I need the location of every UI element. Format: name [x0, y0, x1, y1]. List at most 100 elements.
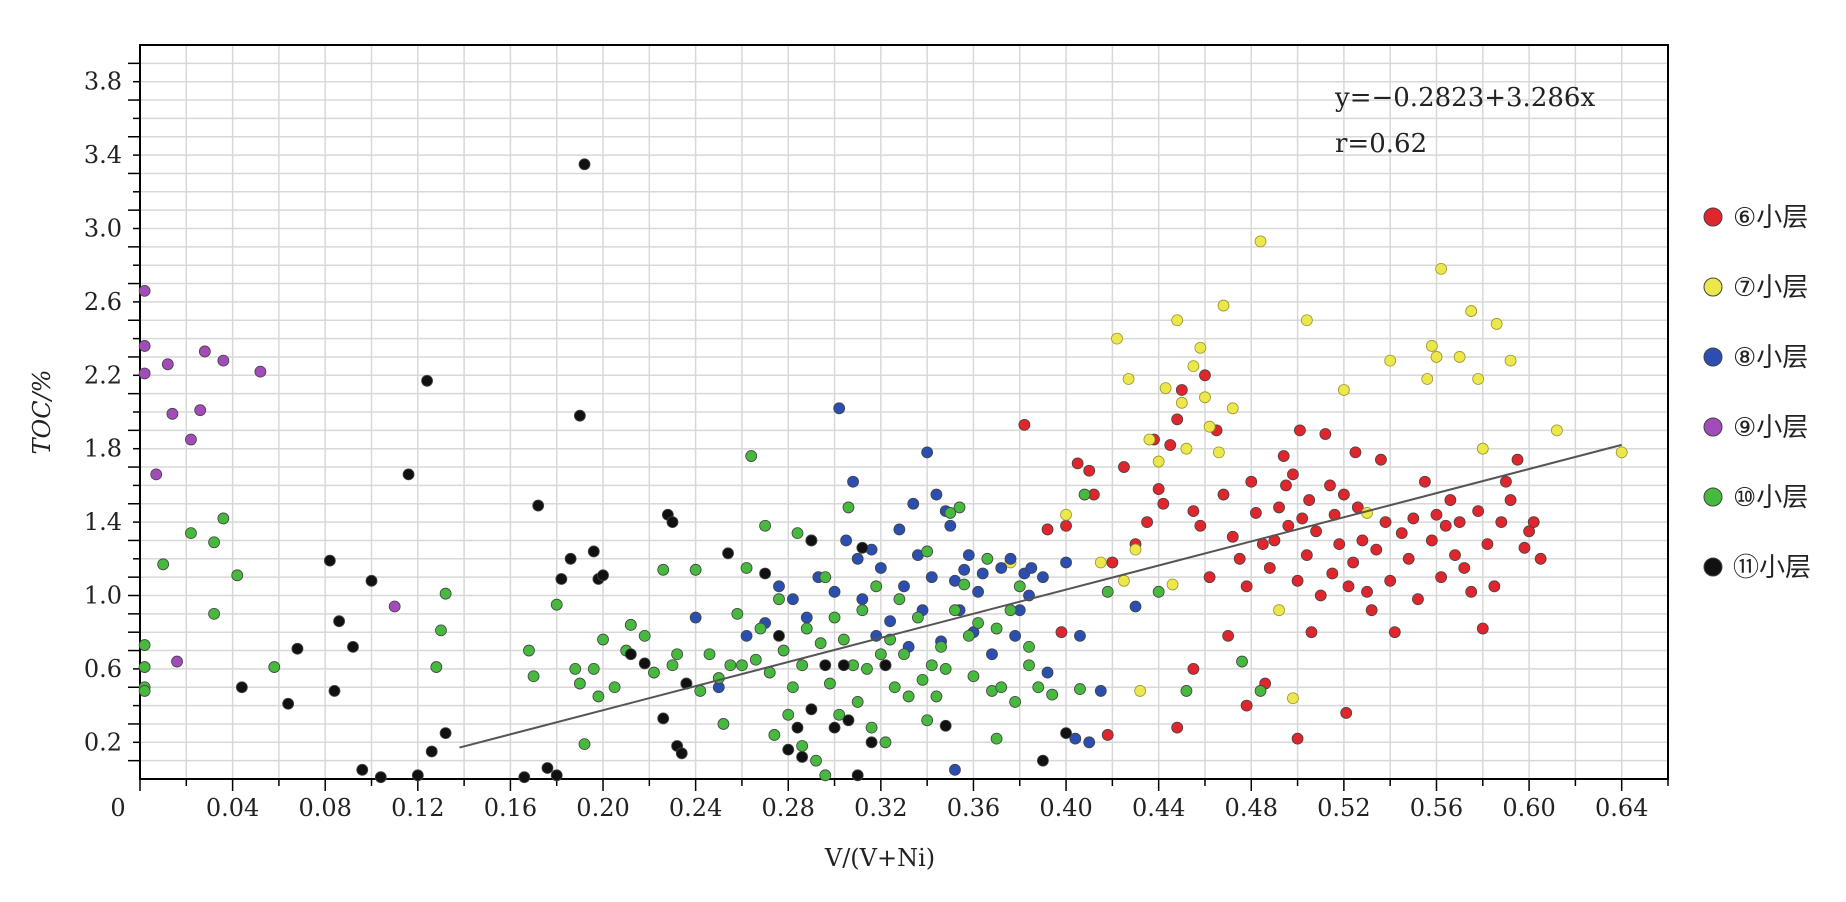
- data-point: [893, 593, 906, 606]
- data-point: [1324, 479, 1336, 492]
- data-point: [911, 611, 924, 624]
- data-point: [638, 629, 651, 642]
- data-point: [564, 552, 577, 565]
- data-point: [1476, 622, 1489, 635]
- data-point: [1472, 505, 1485, 517]
- data-point: [356, 763, 369, 776]
- x-tick-label: 0.64: [1595, 794, 1648, 822]
- data-point: [1476, 442, 1489, 455]
- data-point: [837, 659, 850, 672]
- legend-item: ⑩小层: [1703, 483, 1808, 513]
- data-point: [1222, 629, 1235, 642]
- data-point: [1250, 507, 1262, 519]
- x-tick-label: 0: [110, 794, 125, 822]
- data-point: [1490, 318, 1503, 330]
- data-point: [1009, 629, 1022, 642]
- data-point: [624, 618, 637, 631]
- data-point: [972, 617, 984, 629]
- data-point: [527, 670, 540, 683]
- x-tick-label: 0.40: [1039, 794, 1092, 822]
- data-point: [1152, 455, 1165, 468]
- data-point: [810, 754, 822, 767]
- data-point: [666, 516, 679, 528]
- data-point: [782, 708, 795, 721]
- data-point: [347, 640, 359, 653]
- data-point: [671, 648, 684, 661]
- data-point: [1465, 305, 1478, 317]
- data-point: [1071, 457, 1084, 470]
- data-point: [1134, 685, 1147, 697]
- data-point: [1083, 464, 1096, 477]
- data-point: [791, 721, 804, 734]
- data-point: [930, 690, 943, 703]
- data-point: [150, 468, 163, 481]
- data-point: [1152, 585, 1165, 598]
- data-point: [995, 681, 1008, 694]
- data-point: [740, 629, 753, 642]
- data-point: [1349, 446, 1362, 459]
- data-point: [194, 404, 207, 417]
- legend-marker: [1703, 557, 1723, 577]
- data-point: [759, 519, 771, 532]
- data-point: [323, 554, 336, 567]
- data-point: [1018, 418, 1031, 431]
- data-point: [1550, 424, 1563, 437]
- y-axis: 0.2 0.6 1.0 1.4 1.8 2.2 2.6 3.0 3.4 3.8: [84, 62, 140, 762]
- data-point: [161, 358, 174, 371]
- data-point: [421, 374, 433, 387]
- data-point: [800, 611, 813, 624]
- data-point: [1412, 593, 1424, 606]
- data-point: [1402, 552, 1415, 565]
- legend-marker: [1703, 487, 1723, 507]
- y-tick-label: 2.2: [84, 361, 122, 389]
- data-point: [1143, 433, 1156, 446]
- data-point: [1296, 512, 1309, 525]
- y-tick-label: 3.8: [84, 68, 122, 96]
- data-point: [828, 721, 841, 734]
- data-point: [814, 637, 827, 650]
- data-point: [1041, 523, 1054, 536]
- data-point: [208, 536, 220, 549]
- legend-marker: [1703, 417, 1723, 437]
- data-point: [1159, 382, 1172, 395]
- data-point: [217, 354, 230, 367]
- data-point: [1217, 299, 1230, 312]
- data-point: [1333, 538, 1346, 551]
- data-point: [138, 639, 151, 651]
- x-tick-label: 0.36: [947, 794, 1000, 822]
- data-point: [198, 345, 211, 358]
- data-point: [1055, 626, 1068, 639]
- data-point: [1425, 534, 1438, 547]
- legend-item: ⑦小层: [1703, 273, 1808, 303]
- data-point: [666, 659, 679, 672]
- data-point: [1615, 446, 1628, 459]
- data-point: [1094, 685, 1107, 697]
- data-point: [1504, 354, 1517, 367]
- data-point: [898, 648, 910, 661]
- x-tick-label: 0.32: [854, 794, 907, 822]
- data-point: [1240, 699, 1253, 712]
- data-point: [1407, 512, 1420, 525]
- data-point: [1465, 585, 1478, 598]
- data-point: [916, 674, 929, 686]
- legend-label: ⑥小层: [1733, 203, 1808, 233]
- data-point: [657, 563, 670, 576]
- data-point: [939, 719, 952, 732]
- data-point: [884, 615, 897, 628]
- data-point: [754, 622, 767, 635]
- data-point: [1435, 262, 1448, 275]
- data-point: [736, 659, 748, 672]
- data-point: [254, 365, 267, 378]
- data-point: [1060, 519, 1072, 532]
- legend-marker: [1703, 277, 1723, 297]
- data-point: [138, 367, 151, 380]
- data-point: [1347, 556, 1360, 569]
- x-tick-label: 0.08: [298, 794, 351, 822]
- data-point: [1199, 369, 1211, 382]
- data-point: [921, 545, 934, 558]
- data-point: [1046, 688, 1059, 701]
- data-point: [1118, 574, 1130, 587]
- data-point: [1203, 420, 1216, 433]
- data-point: [231, 569, 244, 582]
- data-point: [402, 468, 415, 481]
